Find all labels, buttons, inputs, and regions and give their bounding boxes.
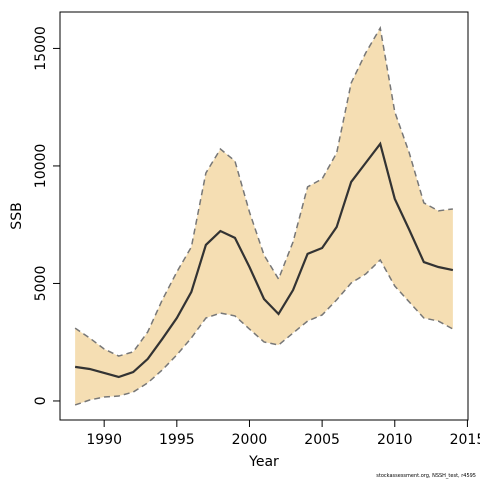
x-tick-label: 2005: [304, 432, 340, 448]
confidence-band: [75, 27, 453, 405]
x-tick-label: 1990: [86, 432, 122, 448]
y-tick-label: 0: [33, 397, 49, 406]
upper-bound-line: [74, 25, 453, 357]
plot-box: [59, 11, 469, 421]
y-tick-label: 15000: [33, 26, 49, 71]
caption: stockassessment.org, NSSH_test, r4595: [376, 473, 476, 479]
lower-bound-line: [74, 258, 454, 406]
y-tick-label: 10000: [33, 144, 49, 189]
x-axis-label: Year: [248, 454, 279, 470]
y-tick-label: 5000: [33, 266, 49, 302]
estimate-line: [74, 141, 454, 379]
x-tick-label: 2015: [450, 432, 480, 448]
y-axis-label: SSB: [9, 202, 25, 229]
x-tick-label: 1995: [159, 432, 195, 448]
x-tick-label: 2010: [377, 432, 413, 448]
x-tick-label: 2000: [232, 432, 268, 448]
